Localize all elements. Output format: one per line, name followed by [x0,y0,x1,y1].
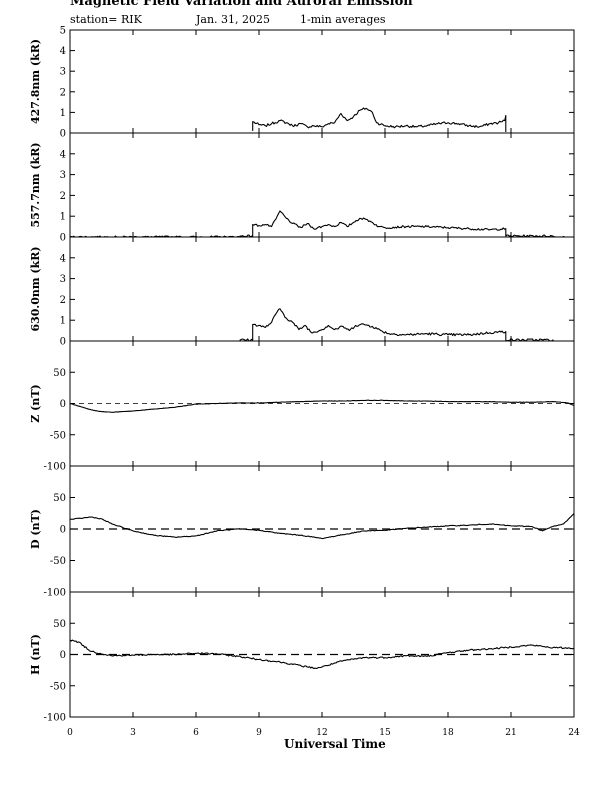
y-tick-label: -50 [50,556,66,567]
series-line [69,639,575,669]
y-axis-label: D (nT) [29,509,42,549]
y-tick-label: 0 [60,233,66,244]
y-tick-label: 1 [60,108,66,119]
y-tick-label: 50 [53,619,66,630]
x-tick-label: 3 [130,728,136,738]
y-tick-label: 50 [53,368,66,379]
y-tick-label: 50 [53,493,66,504]
x-tick-label: 24 [568,728,580,738]
chart-title: Magnetic Field Variation and Auroral Emi… [70,0,413,9]
y-axis-label: 427.8nm (kR) [29,39,42,124]
series-line [239,308,554,342]
y-tick-label: 2 [60,191,66,202]
y-tick-label: 4 [60,46,66,57]
y-tick-label: 0 [60,337,66,348]
x-tick-label: 21 [505,728,516,738]
y-tick-label: 0 [60,129,66,140]
x-tick-label: 9 [256,728,262,738]
y-axis-label: H (nT) [29,634,42,675]
y-axis-label: Z (nT) [29,384,42,422]
y-tick-label: 3 [60,67,66,78]
date-label: Jan. 31, 2025 [196,13,271,26]
y-tick-label: -100 [44,462,66,473]
averaging-label: 1-min averages [300,13,386,26]
y-tick-label: -100 [44,588,66,599]
x-tick-label: 18 [442,728,454,738]
station-label: station= RIK [70,13,142,26]
x-axis-label: Universal Time [284,737,386,751]
y-tick-label: -50 [50,681,66,692]
y-tick-label: 3 [60,274,66,285]
series-line [69,399,575,413]
y-tick-label: -100 [44,713,66,724]
y-tick-label: 1 [60,212,66,223]
y-tick-label: 0 [60,399,66,410]
y-tick-label: 4 [60,149,66,160]
x-tick-label: 12 [316,728,327,738]
x-tick-label: 6 [193,728,199,738]
y-tick-label: 2 [60,295,66,306]
y-tick-label: 0 [60,650,66,661]
y-tick-label: 0 [60,525,66,536]
panel-frame [69,132,575,238]
x-tick-label: 15 [379,728,391,738]
y-tick-label: -50 [50,430,66,441]
series-line [252,107,507,132]
panel-frame [69,236,575,342]
x-tick-label: 0 [67,728,73,738]
y-tick-label: 4 [60,253,66,264]
y-axis-label: 630.0nm (kR) [29,246,42,331]
y-tick-label: 3 [60,170,66,181]
y-tick-label: 2 [60,87,66,98]
y-tick-label: 1 [60,316,66,327]
y-axis-label: 557.7nm (kR) [29,142,42,227]
y-tick-label: 5 [60,26,66,37]
panel-frame [69,29,575,134]
series-line [69,512,575,540]
